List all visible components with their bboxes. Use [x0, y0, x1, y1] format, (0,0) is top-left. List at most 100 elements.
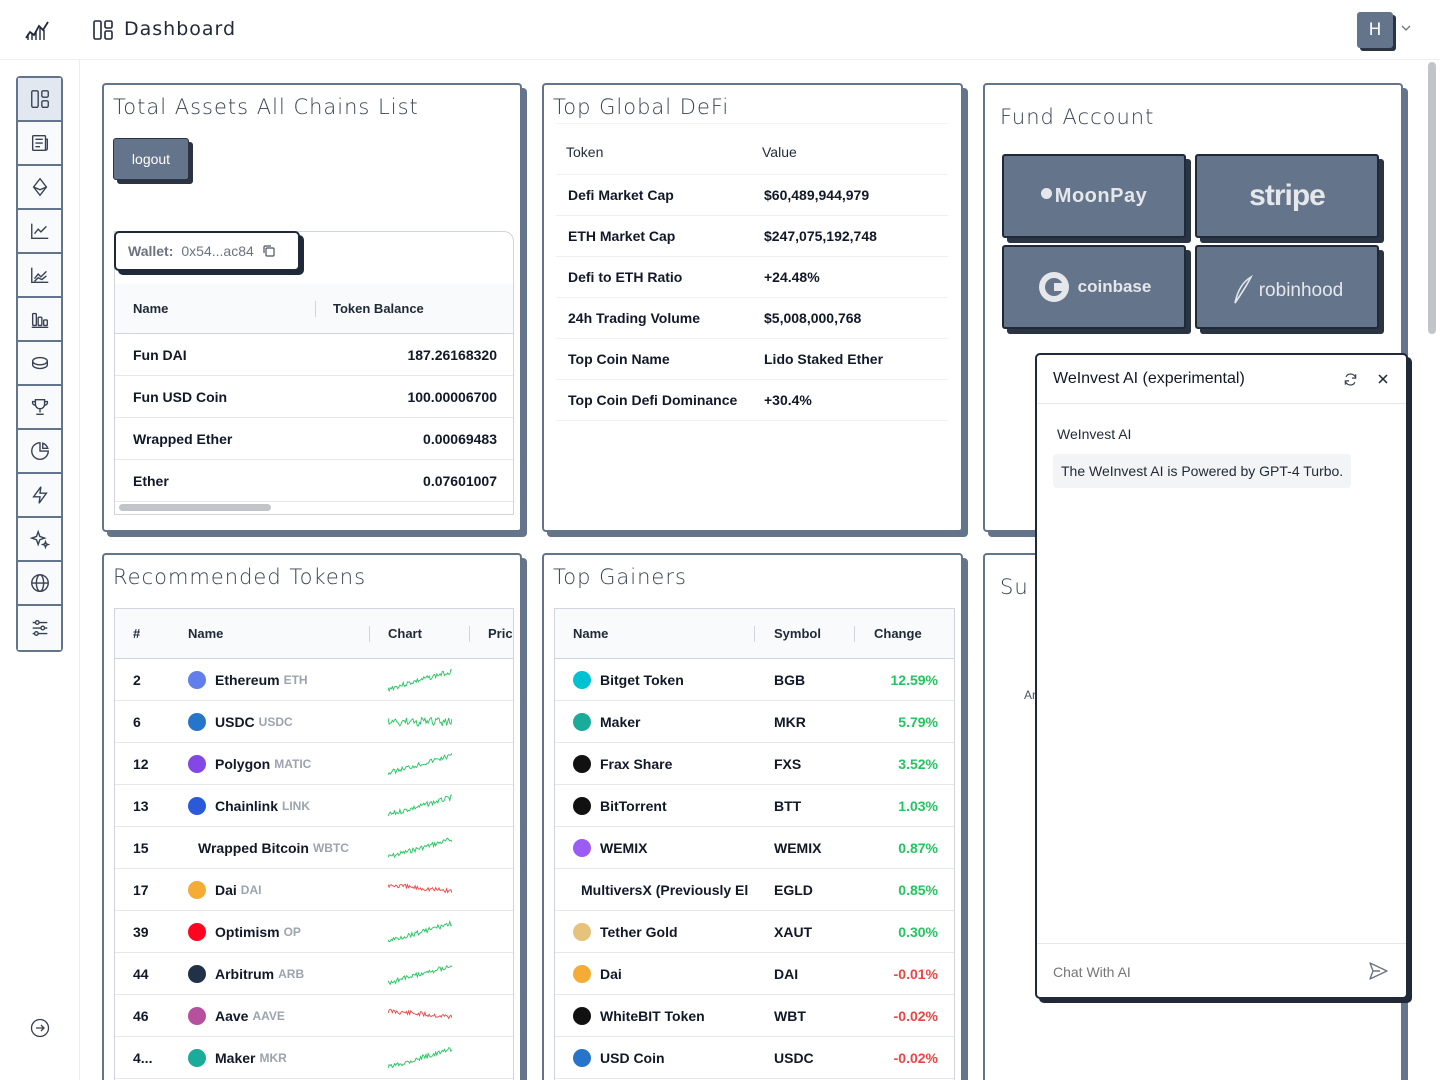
sidebar-item-dashboard[interactable] [18, 78, 61, 122]
sidebar-item-sliders[interactable] [18, 606, 61, 650]
table-row[interactable]: Tether Gold XAUT 0.30% [555, 911, 954, 953]
table-row[interactable]: Ether 0.07601007 [115, 460, 513, 502]
sparkline-chart [388, 1046, 452, 1068]
close-icon[interactable] [1376, 372, 1390, 386]
moonpay-button[interactable]: MoonPay [1002, 154, 1186, 238]
token-rank: 15 [133, 839, 149, 856]
column-header-symbol[interactable]: Symbol [774, 626, 821, 641]
column-header-name[interactable]: Name [573, 626, 609, 641]
area-chart-icon [30, 267, 48, 284]
token-symbol: ETH [283, 672, 308, 687]
defi-metric: ETH Market Cap [568, 228, 676, 244]
sidebar-item-lightning[interactable] [18, 474, 61, 518]
dashboard-icon [30, 90, 49, 108]
bitget-icon [573, 670, 591, 689]
sidebar-item-area-chart[interactable] [18, 254, 61, 298]
trophy-icon [31, 398, 48, 416]
gainer-name-cell: Frax Share [573, 743, 753, 784]
defi-metric: 24h Trading Volume [568, 310, 700, 326]
refresh-icon[interactable] [1343, 372, 1358, 387]
table-row[interactable]: 2 Ethereum ETH [115, 659, 513, 701]
sidebar-item-bar-chart[interactable] [18, 298, 61, 342]
table-row[interactable]: 39 Optimism OP [115, 911, 513, 953]
page-title: Dashboard [124, 18, 237, 40]
logo-icon[interactable] [22, 16, 52, 46]
token-name-cell: USDC USDC [188, 701, 293, 742]
expand-sidebar-icon[interactable] [30, 1018, 50, 1038]
sidebar-item-ethereum[interactable] [18, 166, 61, 210]
table-row[interactable]: 12 Polygon MATIC [115, 743, 513, 785]
column-header-chart[interactable]: Chart [388, 626, 422, 641]
gainer-change: 12.59% [890, 671, 938, 688]
table-row[interactable]: 6 USDC USDC [115, 701, 513, 743]
sparkline-chart [388, 919, 452, 942]
table-row[interactable]: Fun USD Coin 100.00006700 [115, 376, 513, 418]
table-row[interactable]: 46 Aave AAVE [115, 995, 513, 1037]
chat-sender-name: WeInvest AI [1057, 426, 1132, 442]
gainer-name-cell: WEMIX [573, 827, 753, 868]
column-header-rank[interactable]: # [133, 626, 141, 641]
table-row[interactable]: Fun DAI 187.26168320 [115, 334, 513, 376]
sidebar-item-coins[interactable] [18, 342, 61, 386]
send-icon[interactable] [1367, 960, 1389, 982]
table-row[interactable]: 4... Maker MKR [115, 1037, 513, 1079]
column-header-name[interactable]: Name [188, 626, 224, 641]
coinbase-button[interactable]: coinbase [1002, 245, 1186, 329]
card-title: Su [1000, 575, 1029, 599]
gainer-name: Frax Share [600, 755, 673, 772]
sidebar-item-news[interactable] [18, 122, 61, 166]
column-header-price[interactable]: Pric [488, 626, 513, 641]
table-row: Defi to ETH Ratio +24.48% [556, 257, 948, 298]
chat-header: WeInvest AI (experimental) [1037, 355, 1406, 404]
table-row[interactable]: WEMIX WEMIX 0.87% [555, 827, 954, 869]
token-name: Wrapped Ether [133, 430, 233, 447]
table-row[interactable]: 15 Wrapped Bitcoin WBTC [115, 827, 513, 869]
table-row[interactable]: MultiversX (Previously El EGLD 0.85% [555, 869, 954, 911]
defi-metric: Top Coin Name [568, 351, 670, 367]
sidebar-item-globe[interactable] [18, 562, 61, 606]
gainer-name: WhiteBIT Token [600, 1007, 705, 1024]
stripe-button[interactable]: stripe [1195, 154, 1379, 238]
coins-icon [31, 356, 48, 370]
table-row[interactable]: Maker MKR 5.79% [555, 701, 954, 743]
table-row[interactable]: 44 Arbitrum ARB [115, 953, 513, 995]
table-row[interactable]: Frax Share FXS 3.52% [555, 743, 954, 785]
coinbase-logo-icon [1038, 272, 1069, 302]
sparkline-chart [388, 715, 452, 727]
table-row[interactable]: USD Coin USDC -0.02% [555, 1037, 954, 1079]
table-row[interactable]: Bitget Token BGB 12.59% [555, 659, 954, 701]
logout-button[interactable]: logout [113, 138, 189, 180]
page-scrollbar[interactable] [1428, 62, 1436, 334]
table-row[interactable]: BitTorrent BTT 1.03% [555, 785, 954, 827]
chevron-down-icon[interactable] [1400, 22, 1412, 34]
sidebar-item-trophy[interactable] [18, 386, 61, 430]
sidebar-item-sparkles[interactable] [18, 518, 61, 562]
defi-value: Lido Staked Ether [764, 351, 884, 367]
sidebar-item-pie-chart[interactable] [18, 430, 61, 474]
table-row[interactable]: WhiteBIT Token WBT -0.02% [555, 995, 954, 1037]
token-name: Fun DAI [133, 346, 187, 363]
news-icon [31, 134, 48, 152]
token-rank: 17 [133, 881, 149, 898]
defi-metric: Defi to ETH Ratio [568, 269, 683, 285]
table-row[interactable]: Dai DAI -0.01% [555, 953, 954, 995]
column-header-change[interactable]: Change [874, 626, 922, 641]
sparkline-chart [388, 668, 452, 692]
gainer-change: -0.02% [893, 1049, 938, 1066]
table-row[interactable]: 13 Chainlink LINK [115, 785, 513, 827]
wallet-address[interactable]: Wallet: 0x54...ac84 [114, 231, 300, 271]
avatar[interactable]: H [1357, 12, 1393, 48]
token-chart [388, 995, 452, 1036]
column-header-balance[interactable]: Token Balance [333, 301, 424, 316]
chat-input[interactable] [1053, 964, 1343, 980]
horizontal-scrollbar[interactable] [119, 504, 271, 511]
sidebar-item-line-chart[interactable] [18, 210, 61, 254]
table-row[interactable]: Wrapped Ether 0.00069483 [115, 418, 513, 460]
gainer-symbol: BTT [774, 797, 802, 814]
column-header-name[interactable]: Name [133, 301, 169, 316]
token-name: Aave [215, 1007, 249, 1024]
copy-icon[interactable] [262, 244, 276, 258]
arbitrum-icon [188, 964, 206, 983]
table-row[interactable]: 17 Dai DAI [115, 869, 513, 911]
robinhood-button[interactable]: robinhood [1195, 245, 1379, 329]
